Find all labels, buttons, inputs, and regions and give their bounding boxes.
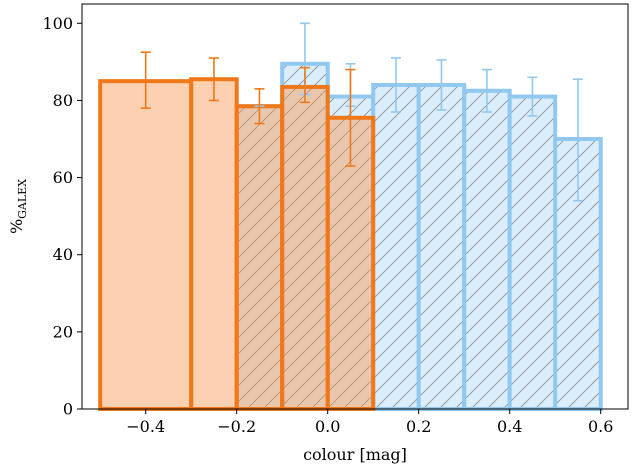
y-tick-label: 60 <box>53 168 73 187</box>
bar-hatch <box>373 85 419 409</box>
y-tick-label: 80 <box>53 91 73 110</box>
bar-fill <box>191 79 237 409</box>
y-tick-label: 20 <box>53 322 73 341</box>
y-axis-label-main: % <box>7 219 26 234</box>
y-tick-label: 40 <box>53 245 73 264</box>
bar-hatch <box>419 85 465 409</box>
x-tick-label: −0.2 <box>217 417 256 436</box>
x-tick-label: 0.2 <box>406 417 431 436</box>
y-tick-label: 0 <box>63 400 73 419</box>
x-tick-label: 0.6 <box>588 417 613 436</box>
bar-hatch <box>510 97 556 409</box>
x-tick-label: −0.4 <box>126 417 165 436</box>
bar-fill <box>100 81 191 409</box>
y-axis-label: %GALEX <box>7 179 29 234</box>
y-axis-ticks: 0 20 40 60 80 100 <box>42 14 82 419</box>
x-axis-ticks: −0.4 −0.2 0.0 0.2 0.4 0.6 <box>126 409 613 436</box>
x-axis-label: colour [mag] <box>303 445 407 464</box>
bar-hatch <box>464 91 510 409</box>
x-tick-label: 0.4 <box>497 417 522 436</box>
y-tick-label: 100 <box>42 14 73 33</box>
x-tick-label: 0.0 <box>315 417 340 436</box>
bar-fill <box>237 106 283 409</box>
y-axis-label-subscript: GALEX <box>16 179 29 219</box>
bar-fill <box>282 87 328 409</box>
